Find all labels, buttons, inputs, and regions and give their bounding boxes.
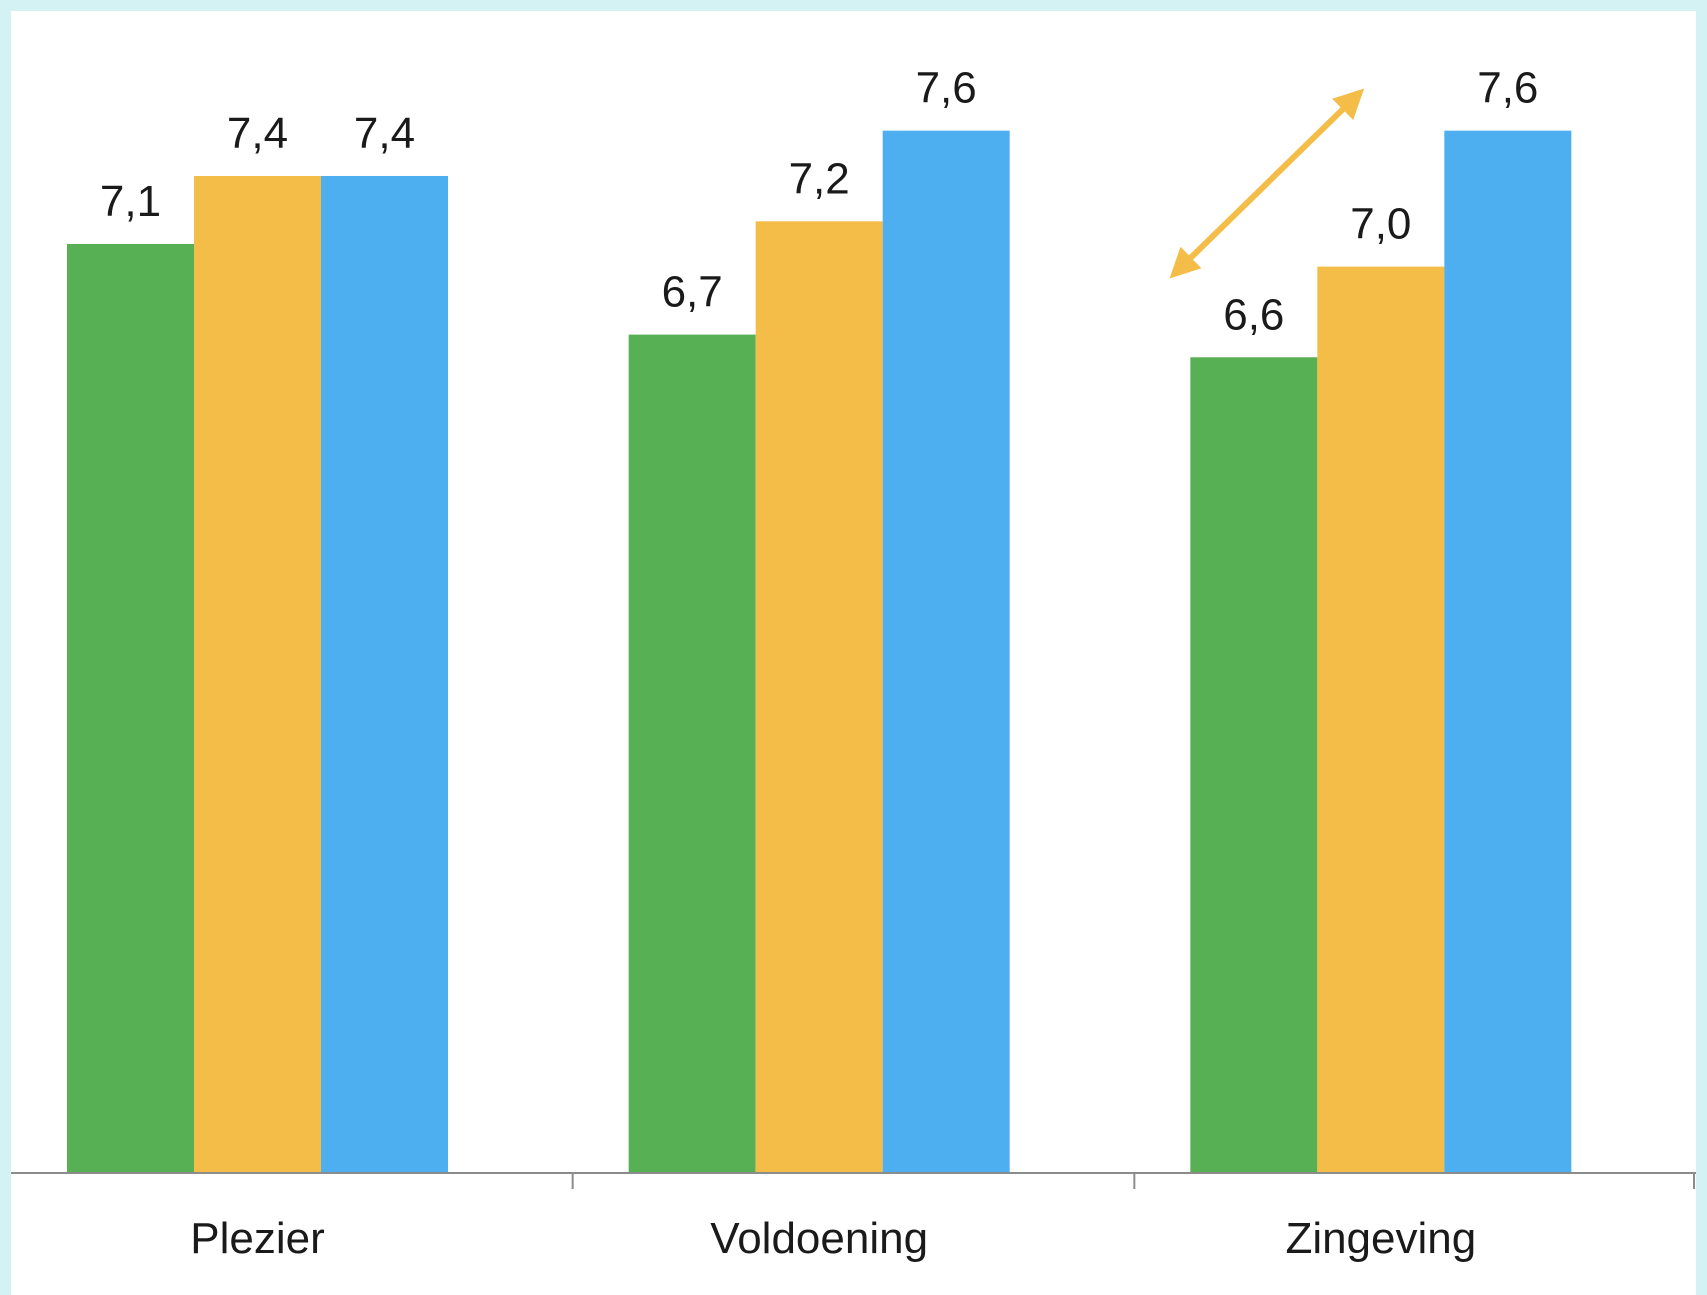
data-label-zingeving-series-1: 6,6: [1223, 290, 1284, 339]
bars-layer: [67, 130, 1572, 1174]
tick-label-voldoening: Voldoening: [710, 1214, 928, 1263]
tick-label-zingeving: Zingeving: [1285, 1214, 1476, 1263]
double-arrow-annotation: [1169, 88, 1365, 279]
data-label-plezier-series-3: 7,4: [354, 109, 415, 158]
bar-zingeving-series-2: [1317, 266, 1445, 1173]
data-label-voldoening-series-1: 6,7: [662, 268, 723, 317]
data-label-zingeving-series-3: 7,6: [1477, 64, 1538, 113]
bar-voldoening-series-3: [882, 130, 1010, 1174]
x-axis: Plezier Voldoening Zingeving: [11, 1172, 1696, 1263]
data-label-zingeving-series-2: 7,0: [1350, 200, 1411, 249]
bar-zingeving-series-1: [1190, 357, 1318, 1173]
annotation-layer: [1169, 88, 1365, 279]
bar-zingeving-series-3: [1444, 130, 1572, 1174]
data-label-voldoening-series-3: 7,6: [916, 64, 977, 113]
bar-plezier-series-3: [321, 175, 448, 1173]
data-label-plezier-series-1: 7,1: [100, 177, 161, 226]
tick-label-plezier: Plezier: [190, 1214, 325, 1263]
chart-area: 7,1 7,4 7,4 6,7 7,2 7,6 6,6 7,0 7,6 Plezier Voldo…: [11, 11, 1696, 1295]
bar-voldoening-series-1: [628, 334, 756, 1174]
bar-voldoening-series-2: [755, 221, 883, 1174]
bar-plezier-series-2: [194, 175, 321, 1173]
data-label-voldoening-series-2: 7,2: [789, 154, 850, 203]
data-label-plezier-series-2: 7,4: [227, 109, 288, 158]
bar-chart: 7,1 7,4 7,4 6,7 7,2 7,6 6,6 7,0 7,6 Plezier Voldo…: [11, 64, 1696, 1263]
bar-plezier-series-1: [67, 243, 194, 1173]
